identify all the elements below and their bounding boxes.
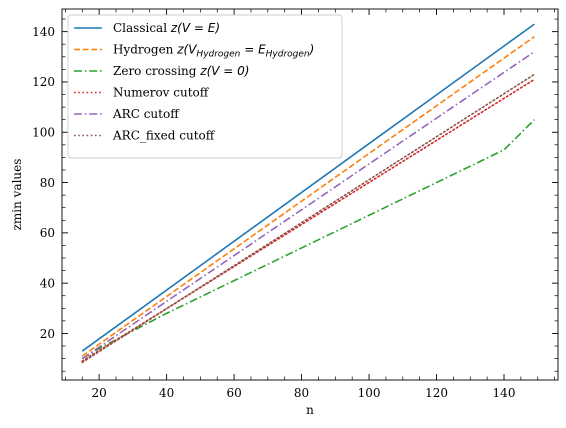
x-tick-label: 100 [358, 386, 381, 400]
y-tick-label: 60 [40, 226, 55, 240]
x-tick-label: 80 [294, 386, 309, 400]
legend: Classical z(V = E) Hydrogen z(VHydrogen =… [67, 14, 343, 159]
x-tick-label: 140 [493, 386, 516, 400]
legend-label: ARC_fixed cutoff [112, 129, 216, 143]
x-axis-label: n [306, 403, 314, 417]
x-tick-label: 60 [226, 386, 241, 400]
legend-label: ARC cutoff [112, 107, 180, 121]
legend-label: Zero crossing z(V = 0) [113, 64, 249, 78]
y-tick-label: 80 [40, 176, 55, 190]
legend-box [67, 14, 343, 159]
series-line-3 [81, 119, 535, 360]
legend-label: Classical z(V = E) [113, 21, 220, 35]
y-axis-label: zmin values [10, 159, 24, 231]
x-tick-label: 120 [425, 386, 448, 400]
y-tick-label: 20 [40, 327, 55, 341]
y-tick-label: 100 [32, 126, 55, 140]
x-tick-label: 40 [159, 386, 174, 400]
x-tick-label: 20 [91, 386, 106, 400]
legend-label: Numerov cutoff [113, 86, 210, 100]
tick-layer: 20 40 60 80 100 120 140 20 40 60 80 100 120 140 [32, 9, 558, 400]
y-tick-label: 40 [40, 276, 55, 290]
series-line-1 [81, 23, 535, 352]
series-line-6 [81, 73, 536, 364]
legend-label: Hydrogen z(VHydrogen = EHydrogen) [113, 43, 314, 60]
y-tick-label: 120 [32, 75, 55, 89]
plot-frame [61, 8, 559, 381]
series-line-2 [81, 36, 535, 357]
y-tick-label: 140 [32, 25, 55, 39]
series-layer [81, 23, 536, 364]
